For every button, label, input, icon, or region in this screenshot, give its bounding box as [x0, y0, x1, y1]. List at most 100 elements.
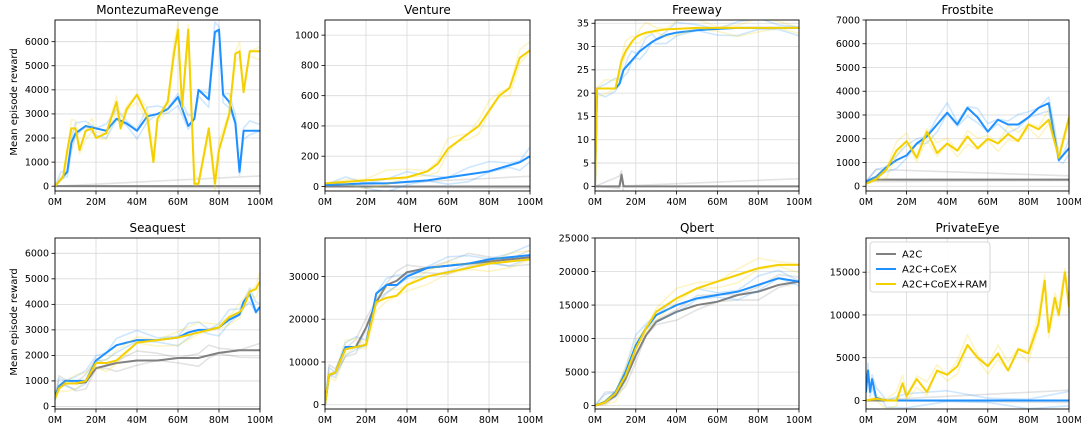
x-tick-label: 20M — [896, 415, 916, 426]
y-tick-label: 0 — [854, 396, 860, 407]
chart-title: Frostbite — [941, 3, 993, 17]
y-tick-label: 10000 — [559, 334, 589, 345]
x-tick-label: 40M — [666, 197, 686, 208]
chart-hero: Hero 0M 20M 40M 60M 80M 100M 0 10000 20000 30000 — [289, 221, 543, 426]
chart-title: Venture — [404, 3, 451, 17]
x-tick-label: 40M — [937, 415, 957, 426]
x-tick-label: 80M — [748, 415, 768, 426]
series-seed-a2c-coex — [866, 96, 1069, 183]
y-tick-label: 5000 — [25, 274, 49, 285]
x-tick-label: 80M — [1018, 415, 1038, 426]
series-line-a2c-coex-ram — [325, 49, 530, 185]
series-seed-a2c-coex-ram — [866, 109, 1069, 185]
plot-frame — [324, 19, 531, 192]
y-tick-label: 0 — [43, 181, 49, 192]
y-tick-label: 1000 — [295, 30, 319, 41]
plot-frame — [865, 19, 1070, 192]
y-tick-label: 10000 — [830, 310, 860, 321]
legend-label-a2c-coex-ram: A2C+CoEX+RAM — [902, 280, 987, 291]
x-tick-label: 20M — [86, 415, 106, 426]
series-seed-a2c-coex-ram — [325, 40, 530, 185]
y-tick-label: 5000 — [565, 367, 589, 378]
series-group — [866, 267, 1069, 409]
y-tick-label: 6000 — [25, 37, 49, 48]
y-tick-label: 10 — [577, 135, 589, 146]
series-line-a2c-coex-ram — [325, 258, 530, 406]
x-tick-label: 0M — [318, 415, 332, 426]
chart-freeway: Freeway 0M 20M 40M 60M 80M 100M 0 5 10 15 20 25 30 35 — [577, 3, 812, 208]
y-tick-label: 20 — [577, 88, 589, 99]
series-seed-a2c-coex-ram — [595, 20, 799, 187]
series-seed-a2c-coex — [866, 362, 1069, 402]
y-tick-label: 600 — [301, 91, 319, 102]
x-tick-label: 60M — [978, 415, 998, 426]
y-tick-label: 400 — [301, 121, 319, 132]
y-axis-label-row-2: Mean episode reward — [9, 268, 20, 375]
series-seed-a2c-coex-ram — [595, 27, 799, 187]
series-seed-a2c — [595, 281, 799, 407]
y-axis-label-row-1: Mean episode reward — [9, 48, 20, 155]
series-seed-a2c-coex — [55, 301, 260, 400]
x-tick-label: 40M — [127, 415, 147, 426]
series-line-a2c-coex-ram — [595, 26, 799, 188]
chart-venture: Venture 0M 20M 40M 60M 80M 100M 0 200 400 600 800 10… — [295, 3, 543, 208]
x-tick-label: 0M — [588, 197, 602, 208]
x-tick-label: 60M — [438, 415, 458, 426]
y-tick-label: 0 — [313, 182, 319, 193]
series-line-a2c-coex-ram — [866, 116, 1069, 185]
series-line-a2c-coex — [55, 28, 260, 188]
x-tick-label: 20M — [626, 197, 646, 208]
x-tick-label: 80M — [209, 415, 229, 426]
chart-title: Hero — [413, 221, 441, 235]
x-tick-label: 80M — [479, 415, 499, 426]
x-tick-label: 60M — [707, 197, 727, 208]
x-tick-label: 80M — [748, 197, 768, 208]
x-tick-label: 100M — [247, 415, 273, 426]
series-group — [595, 257, 799, 407]
series-line-a2c-coex — [866, 102, 1069, 183]
y-tick-label: 15 — [577, 112, 589, 123]
series-line-a2c — [325, 256, 530, 406]
plot-frame — [594, 237, 800, 410]
y-tick-label: 800 — [301, 61, 319, 72]
y-tick-label: 0 — [583, 182, 589, 193]
series-seed-a2c — [866, 179, 1069, 183]
y-tick-label: 25000 — [559, 233, 589, 244]
y-tick-label: 5 — [583, 158, 589, 169]
chart-title: MontezumaRevenge — [96, 3, 219, 17]
y-tick-label: 6000 — [25, 249, 49, 260]
series-seed-a2c-coex — [325, 161, 530, 191]
series-seed-a2c — [55, 175, 260, 187]
x-tick-label: 0M — [859, 197, 873, 208]
plot-frame — [865, 237, 1070, 410]
y-tick-label: 25 — [577, 65, 589, 76]
y-tick-label: 4000 — [25, 85, 49, 96]
series-seed-a2c — [325, 261, 530, 405]
x-tick-label: 0M — [588, 415, 602, 426]
y-tick-label: 200 — [301, 151, 319, 162]
series-seed-a2c-coex — [595, 20, 799, 187]
series-seed-a2c-coex — [866, 110, 1069, 183]
series-seed-a2c-coex-ram — [325, 50, 530, 190]
series-line-a2c-coex-ram — [55, 28, 260, 188]
y-tick-label: 3000 — [25, 109, 49, 120]
chart-title: Freeway — [672, 3, 722, 17]
y-tick-label: 35 — [577, 19, 589, 30]
y-tick-label: 4000 — [25, 300, 49, 311]
x-tick-label: 60M — [168, 415, 188, 426]
x-tick-label: 40M — [127, 197, 147, 208]
x-tick-label: 80M — [1018, 197, 1038, 208]
y-tick-label: 20000 — [289, 315, 319, 326]
series-line-a2c — [595, 280, 799, 407]
series-seed-a2c-coex-ram — [595, 265, 799, 407]
x-tick-label: 100M — [517, 415, 543, 426]
x-tick-label: 0M — [859, 415, 873, 426]
series-seed-a2c — [595, 170, 799, 188]
plot-frame — [594, 19, 800, 192]
y-tick-label: 5000 — [25, 61, 49, 72]
x-tick-label: 0M — [48, 415, 62, 426]
y-tick-label: 30 — [577, 42, 589, 53]
series-seed-a2c-coex — [325, 146, 530, 186]
legend-label-a2c: A2C — [902, 250, 922, 261]
